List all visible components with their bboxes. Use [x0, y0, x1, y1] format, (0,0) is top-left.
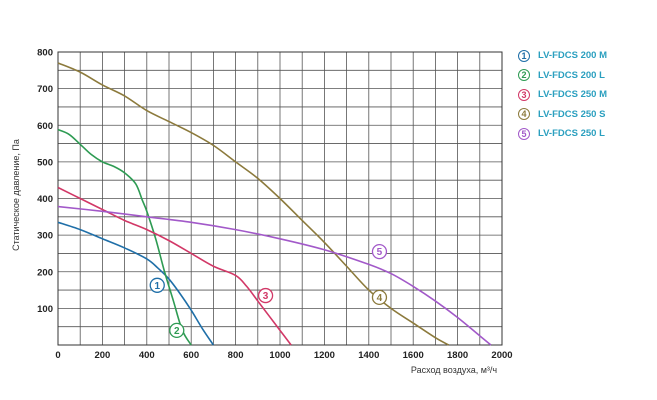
x-tick-label: 1000: [269, 350, 290, 361]
curve-marker-circle: [149, 277, 165, 293]
curve-marker-circle: [257, 287, 274, 304]
curve-marker-number: 5: [377, 247, 383, 258]
legend-label: LV-FDCS 200 L: [538, 69, 605, 81]
axes: [57, 51, 503, 346]
curve-marker-5: 5: [371, 243, 388, 260]
legend-item: 2 LV-FDCS 200 L: [518, 66, 607, 86]
series-line-2: [57, 128, 192, 346]
y-tick-label: 500: [37, 157, 53, 168]
curve-marker-number: 1: [154, 281, 160, 292]
curve-marker-circle: [169, 322, 185, 339]
y-tick-label: 100: [37, 304, 53, 315]
legend-item: 3 LV-FDCS 250 M: [518, 85, 607, 105]
x-tick-label: 1200: [314, 350, 335, 361]
curve-marker-number: 3: [263, 291, 269, 302]
legend-label: LV-FDCS 250 M: [538, 89, 607, 101]
x-tick-label: 1800: [447, 350, 468, 361]
curve-marker-2: 2: [169, 322, 185, 339]
legend-marker: 4: [518, 108, 530, 121]
legend-label: LV-FDCS 250 S: [538, 108, 606, 120]
curve-marker-3: 3: [257, 287, 274, 304]
series-line-3: [57, 186, 292, 346]
curve-marker-number: 2: [174, 326, 180, 337]
y-tick-label: 800: [37, 48, 53, 59]
legend-marker: 5: [518, 127, 530, 140]
curve-marker-circle: [371, 243, 388, 260]
series-line-1: [57, 221, 215, 346]
tick-labels: 0 200 400 600 800 1000 1200 1400 1600 1800 2000100…: [37, 48, 512, 362]
x-tick-label: 2000: [491, 350, 512, 361]
y-axis-title: Статическое давление, Па: [11, 139, 21, 251]
curve-marker-circle: [371, 289, 388, 306]
x-tick-label: 200: [94, 350, 110, 361]
legend: 1 LV-FDCS 200 M 2 LV-FDCS 200 L 3 LV-FDCS 250…: [518, 46, 607, 144]
legend-item: 5 LV-FDCS 250 L: [518, 124, 607, 144]
y-tick-label: 400: [37, 194, 53, 205]
x-tick-label: 800: [228, 350, 244, 361]
y-tick-label: 200: [37, 267, 53, 278]
legend-label: LV-FDCS 200 M: [538, 50, 607, 62]
y-tick-label: 700: [37, 84, 53, 95]
series-line-5: [57, 205, 492, 346]
curve-markers: 1 2 3 4 5: [149, 243, 388, 339]
legend-marker: 1: [518, 49, 530, 62]
series-line-4: [57, 62, 450, 346]
y-tick-label: 300: [37, 231, 53, 242]
legend-marker: 3: [518, 88, 530, 101]
grid: [58, 52, 502, 345]
x-tick-label: 400: [139, 350, 155, 361]
plot-frame: [57, 51, 503, 346]
legend-item: 1 LV-FDCS 200 M: [518, 46, 607, 66]
legend-item: 4 LV-FDCS 250 S: [518, 105, 607, 125]
curve-marker-number: 4: [377, 293, 383, 304]
x-axis-title: Расход воздуха, м³/ч: [411, 365, 498, 375]
x-tick-label: 1600: [403, 350, 424, 361]
curve-marker-1: 1: [149, 277, 165, 293]
curve-marker-4: 4: [371, 289, 388, 306]
legend-marker: 2: [518, 69, 530, 82]
y-tick-label: 600: [37, 121, 53, 132]
x-tick-label: 600: [183, 350, 199, 361]
x-tick-label: 0: [55, 350, 60, 361]
x-tick-label: 1400: [358, 350, 379, 361]
series-lines: [57, 62, 492, 346]
legend-label: LV-FDCS 250 L: [538, 128, 605, 140]
